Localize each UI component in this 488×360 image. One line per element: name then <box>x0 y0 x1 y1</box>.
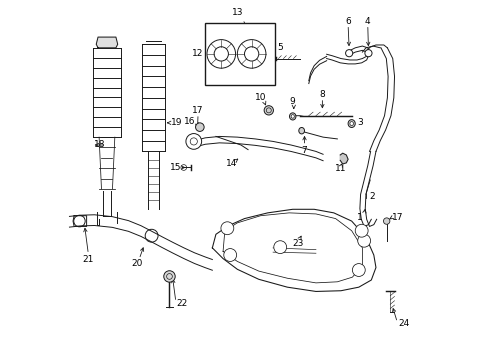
Ellipse shape <box>347 120 354 127</box>
Text: 5: 5 <box>277 43 283 52</box>
Text: 15: 15 <box>170 163 181 172</box>
Circle shape <box>185 134 201 149</box>
Circle shape <box>364 50 371 57</box>
Bar <box>205 23 274 85</box>
Circle shape <box>357 234 370 247</box>
Ellipse shape <box>290 114 294 118</box>
Circle shape <box>273 241 286 253</box>
Polygon shape <box>96 37 118 48</box>
Text: 19: 19 <box>171 118 183 127</box>
Text: 1: 1 <box>356 213 362 222</box>
Text: 21: 21 <box>82 255 94 264</box>
Circle shape <box>195 123 203 131</box>
Text: 7: 7 <box>301 146 307 155</box>
Circle shape <box>264 106 273 115</box>
Text: 17: 17 <box>391 213 402 222</box>
Circle shape <box>354 224 367 237</box>
Text: 11: 11 <box>334 164 346 173</box>
Text: 22: 22 <box>176 299 187 308</box>
Text: 4: 4 <box>364 17 370 26</box>
Text: 13: 13 <box>232 9 244 18</box>
Text: 8: 8 <box>319 90 325 99</box>
Text: 16: 16 <box>183 117 195 126</box>
Text: 20: 20 <box>131 260 142 269</box>
Ellipse shape <box>298 127 304 134</box>
Text: 3: 3 <box>356 118 362 127</box>
Text: 6: 6 <box>345 17 350 26</box>
Text: 17: 17 <box>192 106 203 115</box>
Text: 12: 12 <box>192 49 203 58</box>
Circle shape <box>224 249 236 261</box>
Text: 14: 14 <box>225 159 237 168</box>
Ellipse shape <box>349 122 353 126</box>
Circle shape <box>221 222 233 235</box>
Text: 18: 18 <box>94 140 105 149</box>
Circle shape <box>383 218 389 224</box>
Circle shape <box>345 50 352 57</box>
Ellipse shape <box>289 113 295 120</box>
Polygon shape <box>340 153 347 164</box>
Text: 9: 9 <box>289 97 295 106</box>
Text: 23: 23 <box>292 239 303 248</box>
Text: 10: 10 <box>254 93 266 102</box>
Text: 24: 24 <box>397 319 408 328</box>
Circle shape <box>352 264 365 276</box>
Text: 2: 2 <box>369 192 374 201</box>
Circle shape <box>163 271 175 282</box>
